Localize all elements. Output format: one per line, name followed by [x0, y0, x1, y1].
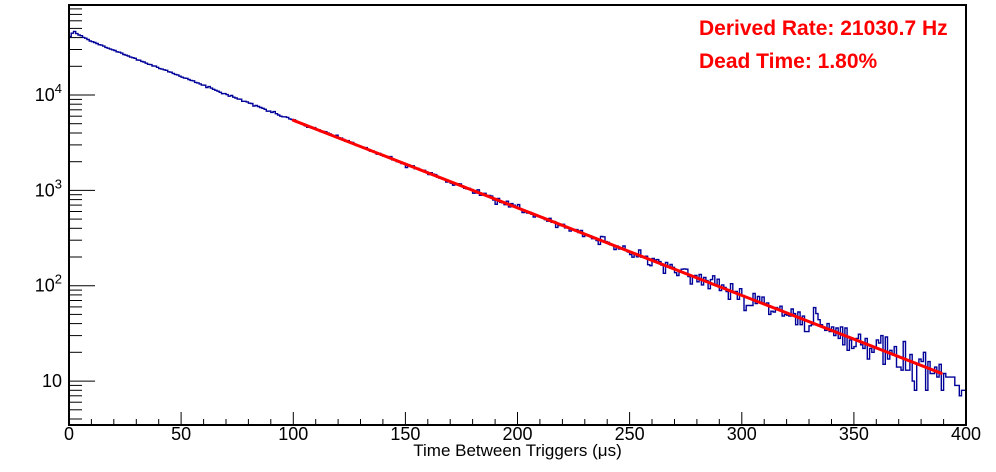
x-tick-labels: 0 50 100 150 200 250 300 350 400 — [64, 424, 981, 444]
svg-text:104: 104 — [35, 81, 62, 105]
x-axis-title: Time Between Triggers (μs) — [413, 441, 622, 460]
svg-text:350: 350 — [839, 424, 869, 444]
svg-text:10: 10 — [42, 371, 62, 391]
fit-line — [291, 118, 943, 375]
svg-text:102: 102 — [35, 272, 62, 296]
svg-text:400: 400 — [951, 424, 981, 444]
svg-text:100: 100 — [278, 424, 308, 444]
svg-text:300: 300 — [727, 424, 757, 444]
svg-text:103: 103 — [35, 176, 62, 200]
plot-frame — [68, 4, 967, 426]
histogram-line — [68, 30, 966, 425]
derived-rate-text: Derived Rate: 21030.7 Hz — [699, 17, 948, 40]
dead-time-text: Dead Time: 1.80% — [699, 50, 878, 73]
svg-text:50: 50 — [171, 424, 191, 444]
y-tick-labels: 10 102 103 104 — [35, 81, 62, 391]
svg-text:150: 150 — [390, 424, 420, 444]
svg-text:0: 0 — [64, 424, 74, 444]
svg-text:200: 200 — [502, 424, 532, 444]
annotation-block: Derived Rate: 21030.7 Hz Dead Time: 1.80… — [699, 12, 948, 78]
svg-text:250: 250 — [615, 424, 645, 444]
